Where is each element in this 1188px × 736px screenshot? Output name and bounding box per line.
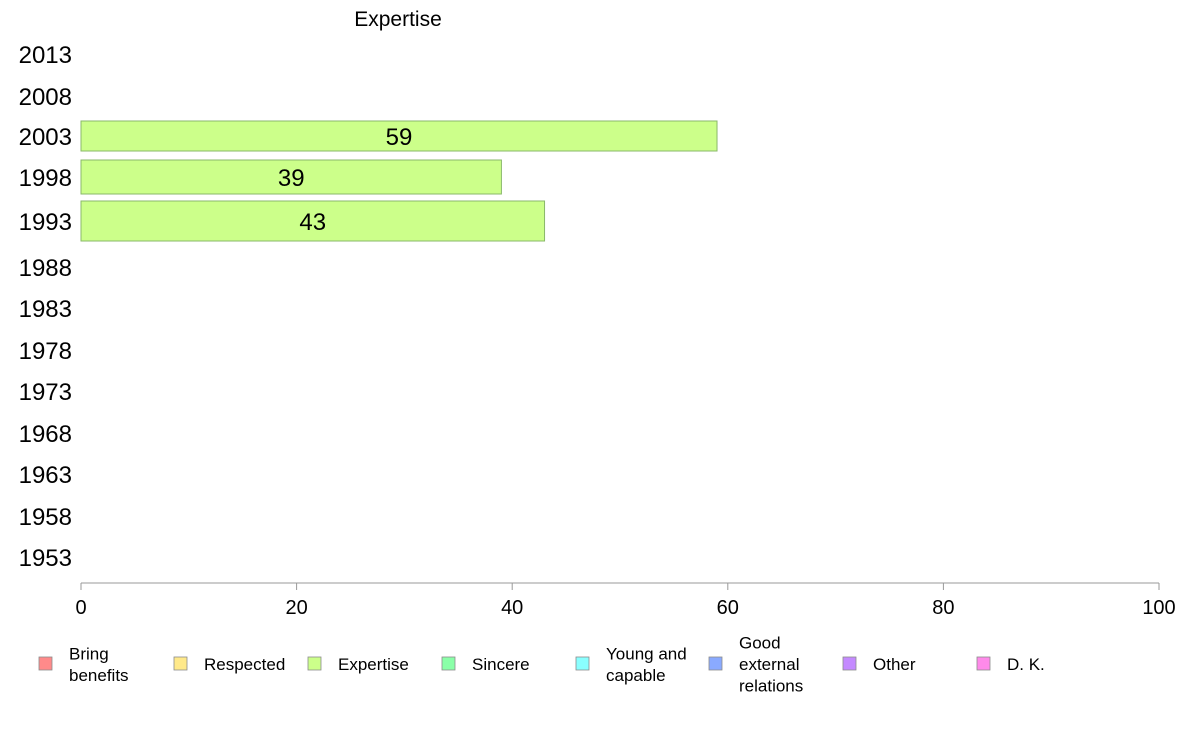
legend-label-line: capable [606, 666, 666, 685]
legend-label: Young and capable [606, 644, 687, 685]
bar [80, 159, 502, 195]
legend-label: Other [873, 655, 916, 674]
category-label: 1998 [19, 165, 72, 192]
legend-label-line: Good [739, 634, 781, 653]
legend-label: Expertise [338, 655, 409, 674]
x-tick-label: 20 [285, 597, 307, 619]
legend-swatch [575, 656, 590, 671]
legend-swatch [842, 656, 857, 671]
bar [80, 200, 546, 242]
legend-swatch [708, 656, 723, 671]
x-tick-label: 100 [1142, 597, 1175, 619]
legend-label: Sincere [472, 655, 530, 674]
legend-label-line: Young and [606, 644, 687, 663]
legend-swatch [976, 656, 991, 671]
category-label: 2003 [19, 124, 72, 151]
chart-title: Expertise [354, 8, 442, 31]
legend-label-line: Expertise [338, 655, 409, 674]
category-label: 1993 [19, 209, 72, 236]
legend-label: Good external relations [739, 634, 803, 696]
category-label: 2013 [19, 42, 72, 69]
legend-label-line: D. K. [1007, 655, 1045, 674]
legend-label-line: external [739, 655, 799, 674]
data-label: 39 [278, 165, 305, 192]
legend-label-line: relations [739, 677, 803, 696]
category-label: 1953 [19, 545, 72, 572]
category-label: 1958 [19, 504, 72, 531]
category-label: 1978 [19, 338, 72, 365]
category-label: 1968 [19, 421, 72, 448]
x-tick-label: 80 [932, 597, 954, 619]
legend-label-line: Bring [69, 644, 109, 663]
bar [80, 120, 718, 152]
data-label: 59 [386, 124, 413, 151]
legend-swatch [173, 656, 188, 671]
category-label: 2008 [19, 84, 72, 111]
x-tick-label: 40 [501, 597, 523, 619]
legend-swatch [441, 656, 456, 671]
category-label: 1973 [19, 379, 72, 406]
legend-swatch [307, 656, 322, 671]
x-tick-label: 0 [75, 597, 86, 619]
data-label: 43 [299, 209, 326, 236]
legend-label-line: Other [873, 655, 916, 674]
legend-label: Respected [204, 655, 285, 674]
category-label: 1988 [19, 255, 72, 282]
category-label: 1963 [19, 462, 72, 489]
legend-label: Bring benefits [69, 644, 129, 685]
x-tick-label: 60 [717, 597, 739, 619]
legend-label-line: benefits [69, 666, 129, 685]
legend-label: D. K. [1007, 655, 1045, 674]
category-label: 1983 [19, 296, 72, 323]
legend-label-line: Respected [204, 655, 285, 674]
legend-label-line: Sincere [472, 655, 530, 674]
legend-swatch [38, 656, 53, 671]
